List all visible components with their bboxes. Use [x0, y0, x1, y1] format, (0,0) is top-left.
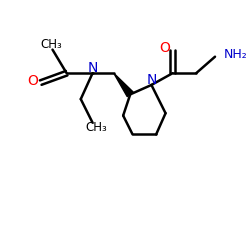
- Text: O: O: [159, 42, 170, 56]
- Polygon shape: [114, 73, 133, 97]
- Text: CH₃: CH₃: [40, 38, 62, 52]
- Text: NH₂: NH₂: [223, 48, 247, 61]
- Text: O: O: [27, 74, 38, 88]
- Text: CH₃: CH₃: [85, 121, 107, 134]
- Text: N: N: [147, 73, 157, 87]
- Text: N: N: [88, 61, 98, 75]
